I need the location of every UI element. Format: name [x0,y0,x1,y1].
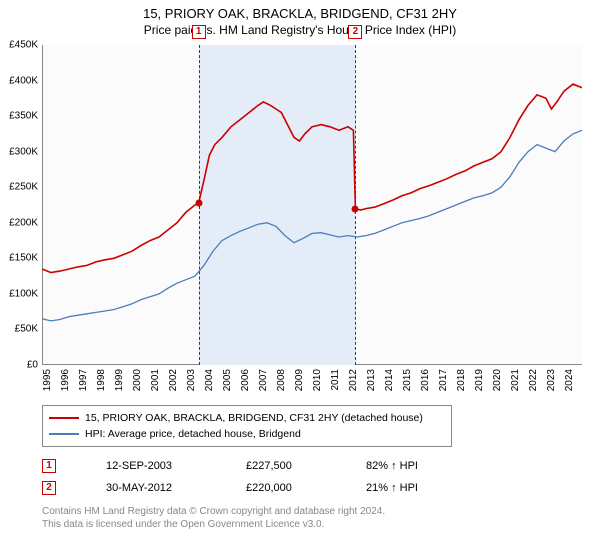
x-tick-label: 2011 [330,369,341,391]
x-tick-label: 2013 [366,369,377,391]
title-block: 15, PRIORY OAK, BRACKLA, BRIDGEND, CF31 … [0,0,600,37]
x-tick-label: 2019 [474,369,485,391]
y-tick-label: £350K [9,111,38,122]
title-subtitle: Price paid vs. HM Land Registry's House … [0,21,600,37]
x-tick-label: 2012 [348,369,359,391]
x-tick-label: 2004 [204,369,215,391]
x-tick-label: 2001 [150,369,161,391]
x-tick-label: 1999 [114,369,125,391]
x-tick-label: 2014 [384,369,395,391]
sale-delta: 21% ↑ HPI [366,482,418,494]
x-tick-label: 2009 [294,369,305,391]
x-tick-label: 2021 [510,369,521,391]
line-series-svg [42,45,582,365]
x-axis: 1995 1996 1997 1998 1999 2000 2001 2002 2003 2004… [42,367,582,417]
x-tick-label: 2022 [528,369,539,391]
y-tick-label: £150K [9,253,38,264]
footer-line1: Contains HM Land Registry data © Crown c… [42,505,600,518]
x-tick-label: 2017 [438,369,449,391]
chart-container: 15, PRIORY OAK, BRACKLA, BRIDGEND, CF31 … [0,0,600,560]
sale-row: 1 12-SEP-2003 £227,500 82% ↑ HPI [42,455,600,477]
x-tick-label: 2006 [240,369,251,391]
y-tick-label: £300K [9,146,38,157]
x-tick-label: 2002 [168,369,179,391]
series-hpi [42,130,582,321]
sale-price: £220,000 [246,482,326,494]
x-tick-label: 2005 [222,369,233,391]
sale-row: 2 30-MAY-2012 £220,000 21% ↑ HPI [42,477,600,499]
title-address: 15, PRIORY OAK, BRACKLA, BRIDGEND, CF31 … [0,6,600,21]
y-tick-label: £100K [9,288,38,299]
y-tick-label: £200K [9,217,38,228]
x-tick-label: 2008 [276,369,287,391]
footer: Contains HM Land Registry data © Crown c… [42,505,600,531]
sale-dot [195,200,202,207]
sale-date: 30-MAY-2012 [106,482,206,494]
sale-row-marker: 1 [42,459,56,473]
sale-price: £227,500 [246,460,326,472]
x-tick-label: 2024 [564,369,575,391]
x-tick-label: 2015 [402,369,413,391]
x-tick-label: 2020 [492,369,503,391]
y-axis: £0£50K£100K£150K£200K£250K£300K£350K£400… [0,45,40,365]
x-tick-label: 1998 [96,369,107,391]
chart-area: 12 £0£50K£100K£150K£200K£250K£300K£350K£… [42,45,582,365]
x-tick-label: 2023 [546,369,557,391]
y-tick-label: £0 [27,360,38,371]
sale-dot [352,205,359,212]
sale-marker-box: 1 [192,25,206,39]
y-tick-label: £250K [9,182,38,193]
series-property [42,84,582,273]
x-tick-label: 2018 [456,369,467,391]
x-tick-label: 2007 [258,369,269,391]
y-tick-label: £400K [9,75,38,86]
footer-line2: This data is licensed under the Open Gov… [42,518,600,531]
x-tick-label: 2003 [186,369,197,391]
x-tick-label: 1996 [60,369,71,391]
x-tick-label: 2016 [420,369,431,391]
x-tick-label: 1995 [42,369,53,391]
y-tick-label: £50K [15,324,38,335]
legend-swatch [49,433,79,435]
sales-table: 1 12-SEP-2003 £227,500 82% ↑ HPI 2 30-MAY-201… [42,455,600,499]
x-tick-label: 1997 [78,369,89,391]
sale-row-marker: 2 [42,481,56,495]
legend-row: HPI: Average price, detached house, Brid… [49,426,445,442]
x-tick-label: 2000 [132,369,143,391]
sale-date: 12-SEP-2003 [106,460,206,472]
legend-swatch [49,417,79,419]
y-tick-label: £450K [9,40,38,51]
sale-delta: 82% ↑ HPI [366,460,418,472]
legend-label: HPI: Average price, detached house, Brid… [85,428,301,440]
x-tick-label: 2010 [312,369,323,391]
sale-marker-box: 2 [348,25,362,39]
